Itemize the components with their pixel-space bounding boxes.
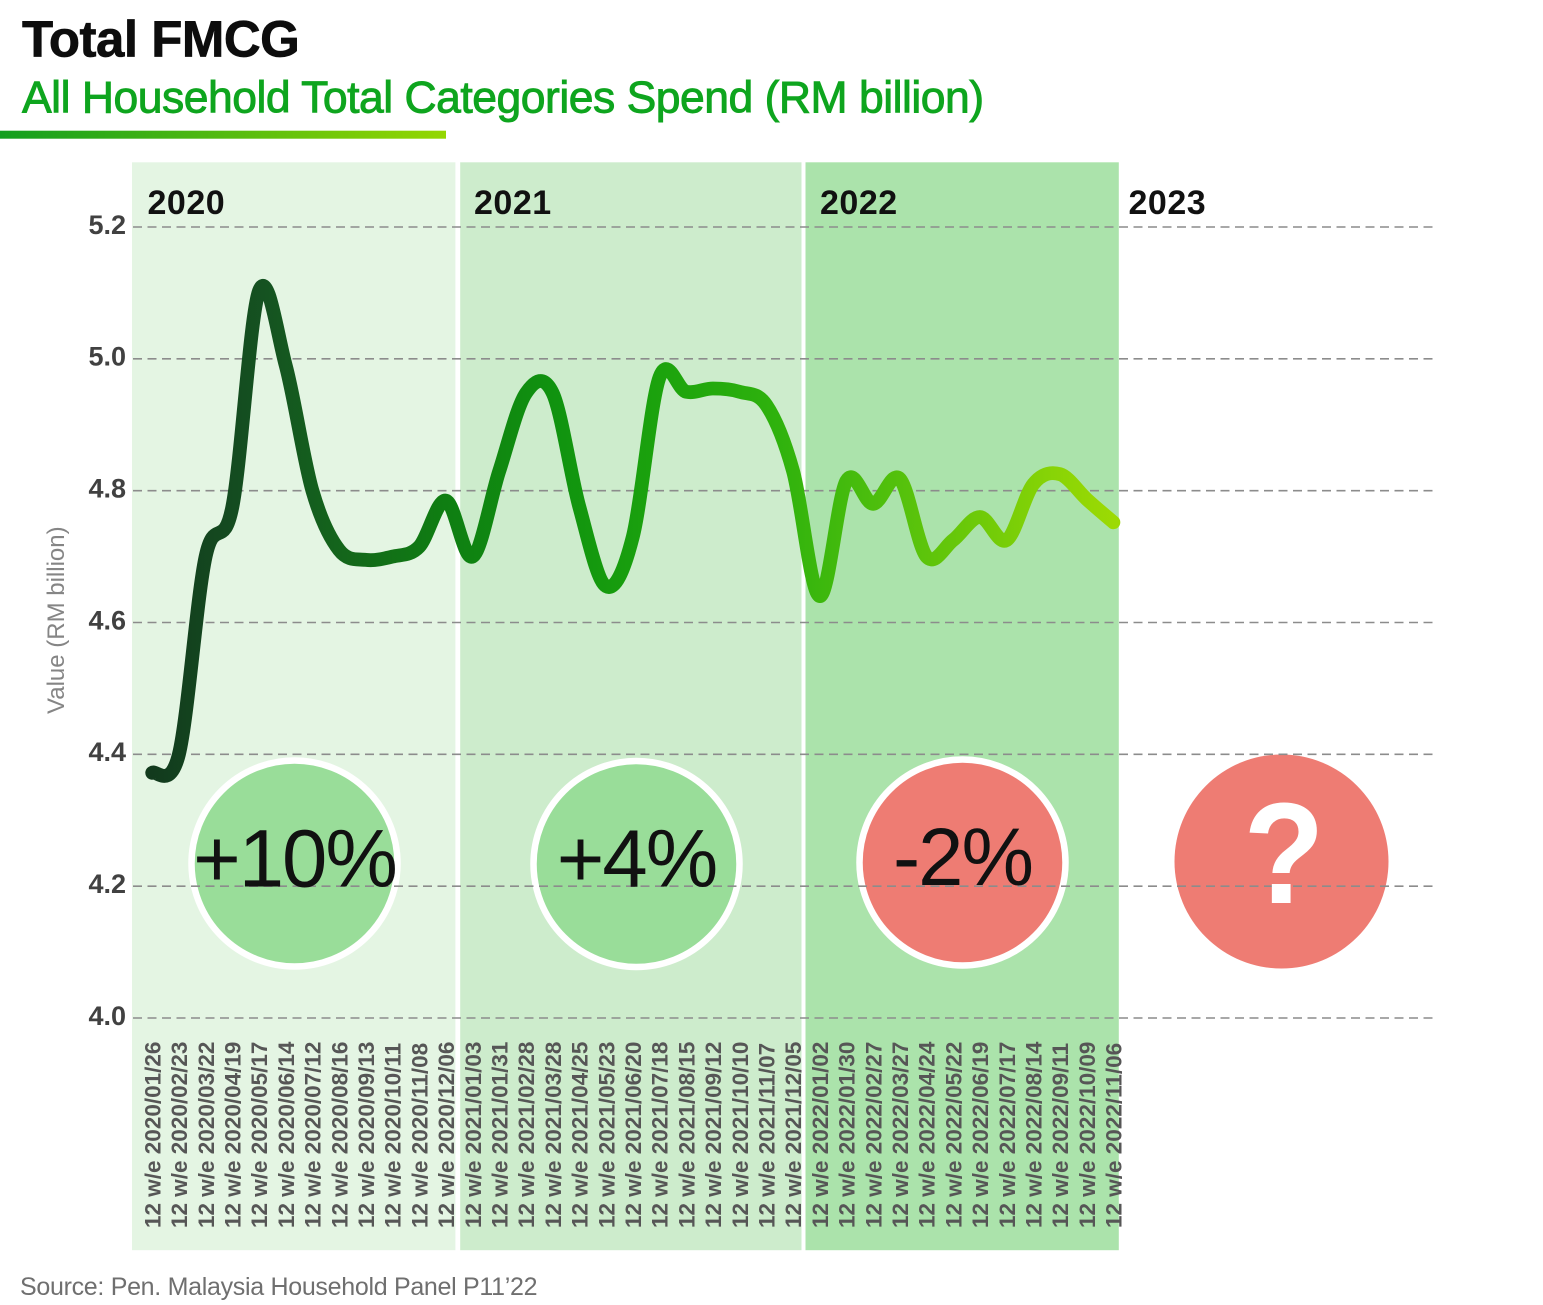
svg-text:5.0: 5.0: [88, 342, 126, 372]
svg-text:4.2: 4.2: [88, 869, 126, 899]
svg-text:12 w/e 2021/07/18: 12 w/e 2021/07/18: [648, 1042, 673, 1228]
svg-text:5.2: 5.2: [88, 210, 126, 240]
svg-text:12 w/e 2020/01/26: 12 w/e 2020/01/26: [140, 1042, 165, 1228]
svg-text:12 w/e 2022/01/30: 12 w/e 2022/01/30: [835, 1042, 860, 1228]
svg-text:12 w/e 2022/10/09: 12 w/e 2022/10/09: [1075, 1042, 1100, 1228]
svg-text:12 w/e 2020/10/11: 12 w/e 2020/10/11: [381, 1043, 406, 1228]
svg-text:12 w/e 2022/04/24: 12 w/e 2022/04/24: [915, 1041, 940, 1228]
svg-text:12 w/e 2020/03/22: 12 w/e 2020/03/22: [194, 1042, 219, 1228]
svg-text:12 w/e 2022/08/14: 12 w/e 2022/08/14: [1022, 1041, 1047, 1228]
svg-text:12 w/e 2020/11/08: 12 w/e 2020/11/08: [407, 1043, 432, 1228]
svg-text:12 w/e 2021/11/07: 12 w/e 2021/11/07: [755, 1043, 780, 1228]
svg-text:12 w/e 2020/12/06: 12 w/e 2020/12/06: [434, 1042, 459, 1228]
svg-text:4.0: 4.0: [88, 1001, 126, 1031]
svg-text:12 w/e 2021/01/31: 12 w/e 2021/01/31: [488, 1042, 513, 1228]
svg-text:12 w/e 2021/09/12: 12 w/e 2021/09/12: [701, 1042, 726, 1228]
svg-text:2020: 2020: [148, 184, 226, 222]
svg-text:Total FMCG: Total FMCG: [22, 11, 299, 68]
svg-text:Value (RM billion): Value (RM billion): [43, 526, 70, 714]
svg-text:Source: Pen. Malaysia Househol: Source: Pen. Malaysia Household Panel P1…: [20, 1273, 537, 1301]
svg-text:12 w/e 2022/03/27: 12 w/e 2022/03/27: [888, 1042, 913, 1228]
svg-text:12 w/e 2021/03/28: 12 w/e 2021/03/28: [541, 1042, 566, 1228]
svg-text:12 w/e 2020/06/14: 12 w/e 2020/06/14: [274, 1041, 299, 1228]
svg-text:4.8: 4.8: [88, 474, 126, 504]
svg-text:12 w/e 2021/12/05: 12 w/e 2021/12/05: [781, 1042, 806, 1228]
svg-text:2022: 2022: [820, 184, 898, 222]
svg-text:12 w/e 2020/09/13: 12 w/e 2020/09/13: [354, 1042, 379, 1228]
svg-text:12 w/e 2021/04/25: 12 w/e 2021/04/25: [568, 1042, 593, 1228]
svg-text:4.6: 4.6: [88, 605, 126, 635]
svg-text:12 w/e 2022/05/22: 12 w/e 2022/05/22: [941, 1042, 966, 1228]
svg-text:12 w/e 2021/08/15: 12 w/e 2021/08/15: [674, 1042, 699, 1228]
svg-text:12 w/e 2022/01/02: 12 w/e 2022/01/02: [808, 1042, 833, 1228]
svg-text:12 w/e 2020/04/19: 12 w/e 2020/04/19: [221, 1042, 246, 1228]
svg-text:12 w/e 2022/02/27: 12 w/e 2022/02/27: [861, 1042, 886, 1228]
svg-text:12 w/e 2022/11/06: 12 w/e 2022/11/06: [1102, 1043, 1127, 1228]
svg-text:12 w/e 2022/07/17: 12 w/e 2022/07/17: [995, 1042, 1020, 1228]
svg-text:2021: 2021: [474, 184, 552, 222]
svg-text:4.4: 4.4: [88, 737, 126, 767]
svg-text:12 w/e 2021/02/28: 12 w/e 2021/02/28: [514, 1042, 539, 1228]
svg-text:12 w/e 2020/08/16: 12 w/e 2020/08/16: [327, 1042, 352, 1228]
svg-text:12 w/e 2022/06/19: 12 w/e 2022/06/19: [968, 1042, 993, 1228]
svg-text:12 w/e 2021/05/23: 12 w/e 2021/05/23: [594, 1042, 619, 1228]
svg-text:12 w/e 2020/07/12: 12 w/e 2020/07/12: [301, 1042, 326, 1228]
svg-text:12 w/e 2021/10/10: 12 w/e 2021/10/10: [728, 1042, 753, 1228]
svg-text:-2%: -2%: [893, 812, 1032, 903]
svg-text:?: ?: [1244, 773, 1325, 934]
svg-text:12 w/e 2020/05/17: 12 w/e 2020/05/17: [247, 1042, 272, 1228]
svg-text:+4%: +4%: [557, 814, 716, 905]
svg-text:12 w/e 2020/02/23: 12 w/e 2020/02/23: [167, 1042, 192, 1228]
svg-text:12 w/e 2021/06/20: 12 w/e 2021/06/20: [621, 1042, 646, 1228]
svg-text:All Household Total Categories: All Household Total Categories Spend (RM…: [22, 74, 984, 123]
svg-text:12 w/e 2022/09/11: 12 w/e 2022/09/11: [1048, 1043, 1073, 1228]
svg-text:12 w/e 2021/01/03: 12 w/e 2021/01/03: [461, 1042, 486, 1228]
svg-text:+10%: +10%: [193, 814, 396, 905]
svg-text:2023: 2023: [1129, 184, 1207, 222]
